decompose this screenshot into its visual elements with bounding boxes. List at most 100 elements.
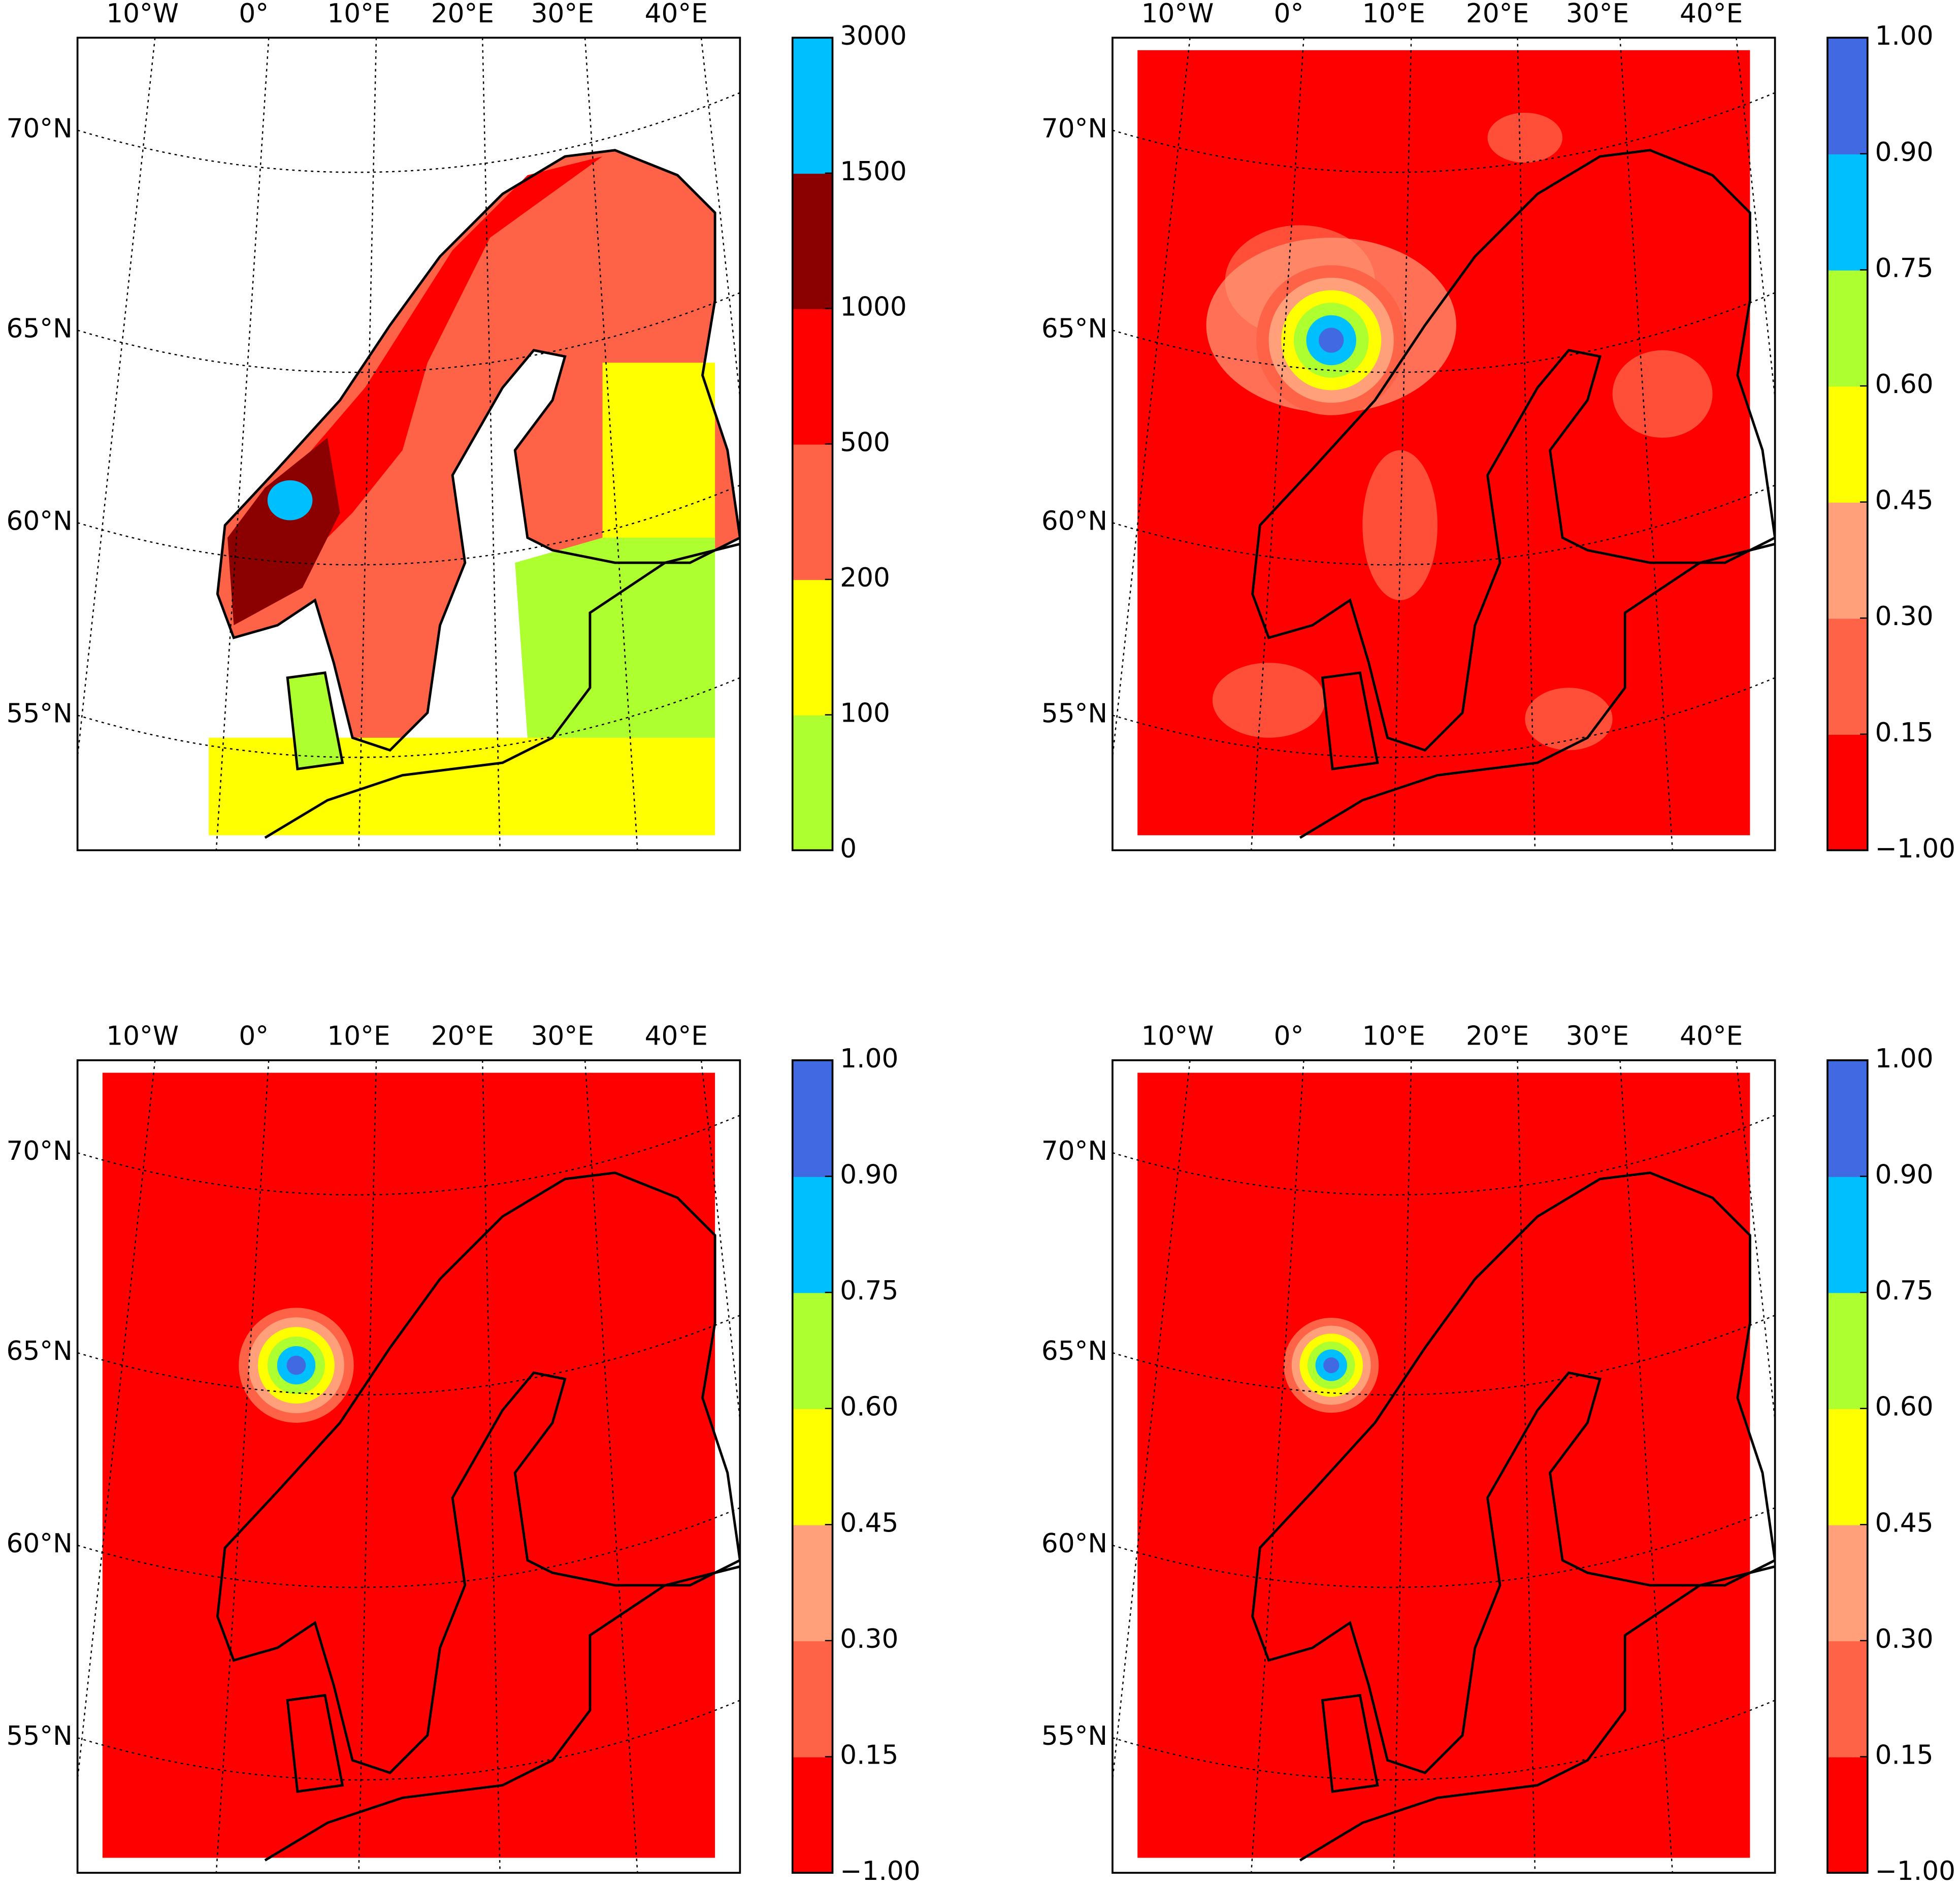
lat-label: 70°N <box>6 113 72 144</box>
lat-label: 65°N <box>1041 1336 1107 1366</box>
lon-label: 40°E <box>645 0 708 29</box>
parallel <box>1112 1314 1775 1396</box>
colorbar-label: 0.15 <box>840 1740 898 1770</box>
colorbar-label: 500 <box>840 427 890 458</box>
parallel <box>77 1700 740 1781</box>
colorbar-label: 0.60 <box>840 1392 898 1422</box>
colorbar-segment <box>1827 734 1868 851</box>
colorbar-label: 0.45 <box>1875 485 1934 516</box>
parallel <box>1112 1115 1775 1196</box>
colorbar-segment <box>792 1524 833 1642</box>
lon-label: 30°E <box>1566 0 1629 29</box>
field <box>1137 1072 1750 1858</box>
map-frame <box>1112 37 1776 852</box>
parallel <box>77 1314 740 1396</box>
lat-label: 65°N <box>6 1336 72 1366</box>
colorbar-label: 0.30 <box>1875 601 1934 632</box>
parallel <box>77 677 740 758</box>
colorbar-segment <box>1827 1524 1868 1642</box>
map-area <box>77 1060 740 1873</box>
lat-label: 70°N <box>6 1136 72 1166</box>
lon-label: 40°E <box>1680 1021 1743 1052</box>
colorbar-segment <box>792 1060 833 1177</box>
meridian <box>215 1060 270 1873</box>
meridian <box>358 38 377 851</box>
lat-label: 60°N <box>1041 1528 1107 1559</box>
colorbar-label: 1500 <box>840 156 907 187</box>
lat-label: 55°N <box>6 1721 72 1751</box>
colorbar: −1.00 0.15 0.30 0.45 0.60 0.75 0.90 1.00 <box>1826 21 1955 864</box>
colorbar-label: 1.00 <box>1875 1044 1934 1074</box>
colorbar-segment <box>792 38 833 174</box>
colorbar-segment <box>792 308 833 445</box>
meridian <box>77 1060 156 1786</box>
field-patch <box>1612 350 1713 438</box>
colorbar-segment <box>1827 38 1868 155</box>
lon-label: 10°E <box>327 0 390 29</box>
colorbar-label: 0 <box>840 833 857 864</box>
map-frame <box>1112 1059 1776 1874</box>
colorbar-label: 0.30 <box>840 1624 898 1654</box>
lon-label: 0° <box>239 1021 269 1052</box>
lon-label: 20°E <box>1466 0 1529 29</box>
lon-label: 30°E <box>1566 1021 1629 1052</box>
parallel <box>77 1507 740 1588</box>
meridian <box>481 1060 501 1873</box>
lon-label: 40°E <box>1680 0 1743 29</box>
colorbar-label: −1.00 <box>840 1856 920 1886</box>
parallel <box>1112 484 1775 566</box>
map-area <box>77 38 740 851</box>
meridian <box>358 1060 377 1873</box>
map-area <box>1112 1060 1775 1873</box>
peaks <box>267 480 313 520</box>
colorbar-label: 0.75 <box>1875 253 1934 283</box>
colorbar-label: 3000 <box>840 21 907 51</box>
lat-label: 65°N <box>6 313 72 344</box>
colorbar-segment <box>1827 618 1868 735</box>
colorbar-segment <box>1827 1756 1868 1874</box>
lat-label: 60°N <box>6 1528 72 1559</box>
parallel <box>1112 292 1775 373</box>
meridian <box>1250 1060 1304 1873</box>
lon-label: 10°W <box>1141 0 1214 29</box>
field-patch <box>1525 688 1613 751</box>
lon-label: 10°E <box>1362 0 1425 29</box>
lon-label: 10°E <box>327 1021 390 1052</box>
parallel <box>1112 92 1775 173</box>
colorbar-label: 0.30 <box>1875 1624 1934 1654</box>
parallel <box>1112 1507 1775 1588</box>
colorbar-label: 0.75 <box>840 1276 898 1306</box>
field-patch <box>1212 663 1325 738</box>
colorbar-label: 100 <box>840 698 890 729</box>
map-panel: 10°W 0° 10°E 20°E 30°E 40°E 70°N 65°N 60°N 55°N −1… <box>6 1021 920 1886</box>
field-ring <box>1323 1357 1340 1374</box>
field-ring <box>1319 328 1344 353</box>
colorbar-label: 0.45 <box>840 1508 898 1538</box>
parallel <box>77 484 740 566</box>
colorbar: −1.00 0.15 0.30 0.45 0.60 0.75 0.90 1.00 <box>791 1044 921 1886</box>
colorbar-segment <box>1827 502 1868 619</box>
lon-label: 20°E <box>431 1021 494 1052</box>
meridian <box>1393 1060 1412 1873</box>
colorbar: 0 100 200 500 1000 1500 3000 <box>791 21 907 864</box>
lon-label: 10°W <box>106 0 179 29</box>
meridian <box>481 38 501 851</box>
colorbar-segment <box>792 579 833 715</box>
lon-label: 30°E <box>531 1021 594 1052</box>
lat-label: 70°N <box>1041 1136 1107 1166</box>
map-area <box>1112 38 1775 851</box>
lon-label: 0° <box>1274 1021 1304 1052</box>
colorbar-segment <box>1827 1060 1868 1177</box>
lat-label: 55°N <box>1041 1721 1107 1751</box>
colorbar-segment <box>1827 1640 1868 1757</box>
lon-label: 20°E <box>431 0 494 29</box>
colorbar-segment <box>1827 1176 1868 1293</box>
parallel <box>77 1115 740 1196</box>
colorbar-label: 0.90 <box>1875 137 1934 168</box>
meridian <box>1619 38 1674 851</box>
colorbar-segment <box>792 714 833 851</box>
lon-label: 10°E <box>1362 1021 1425 1052</box>
map-panel: 10°W 0° 10°E 20°E 30°E 40°E 70°N 65°N 60°N 55°N −1… <box>1041 1021 1955 1886</box>
meridian <box>1112 1060 1191 1786</box>
